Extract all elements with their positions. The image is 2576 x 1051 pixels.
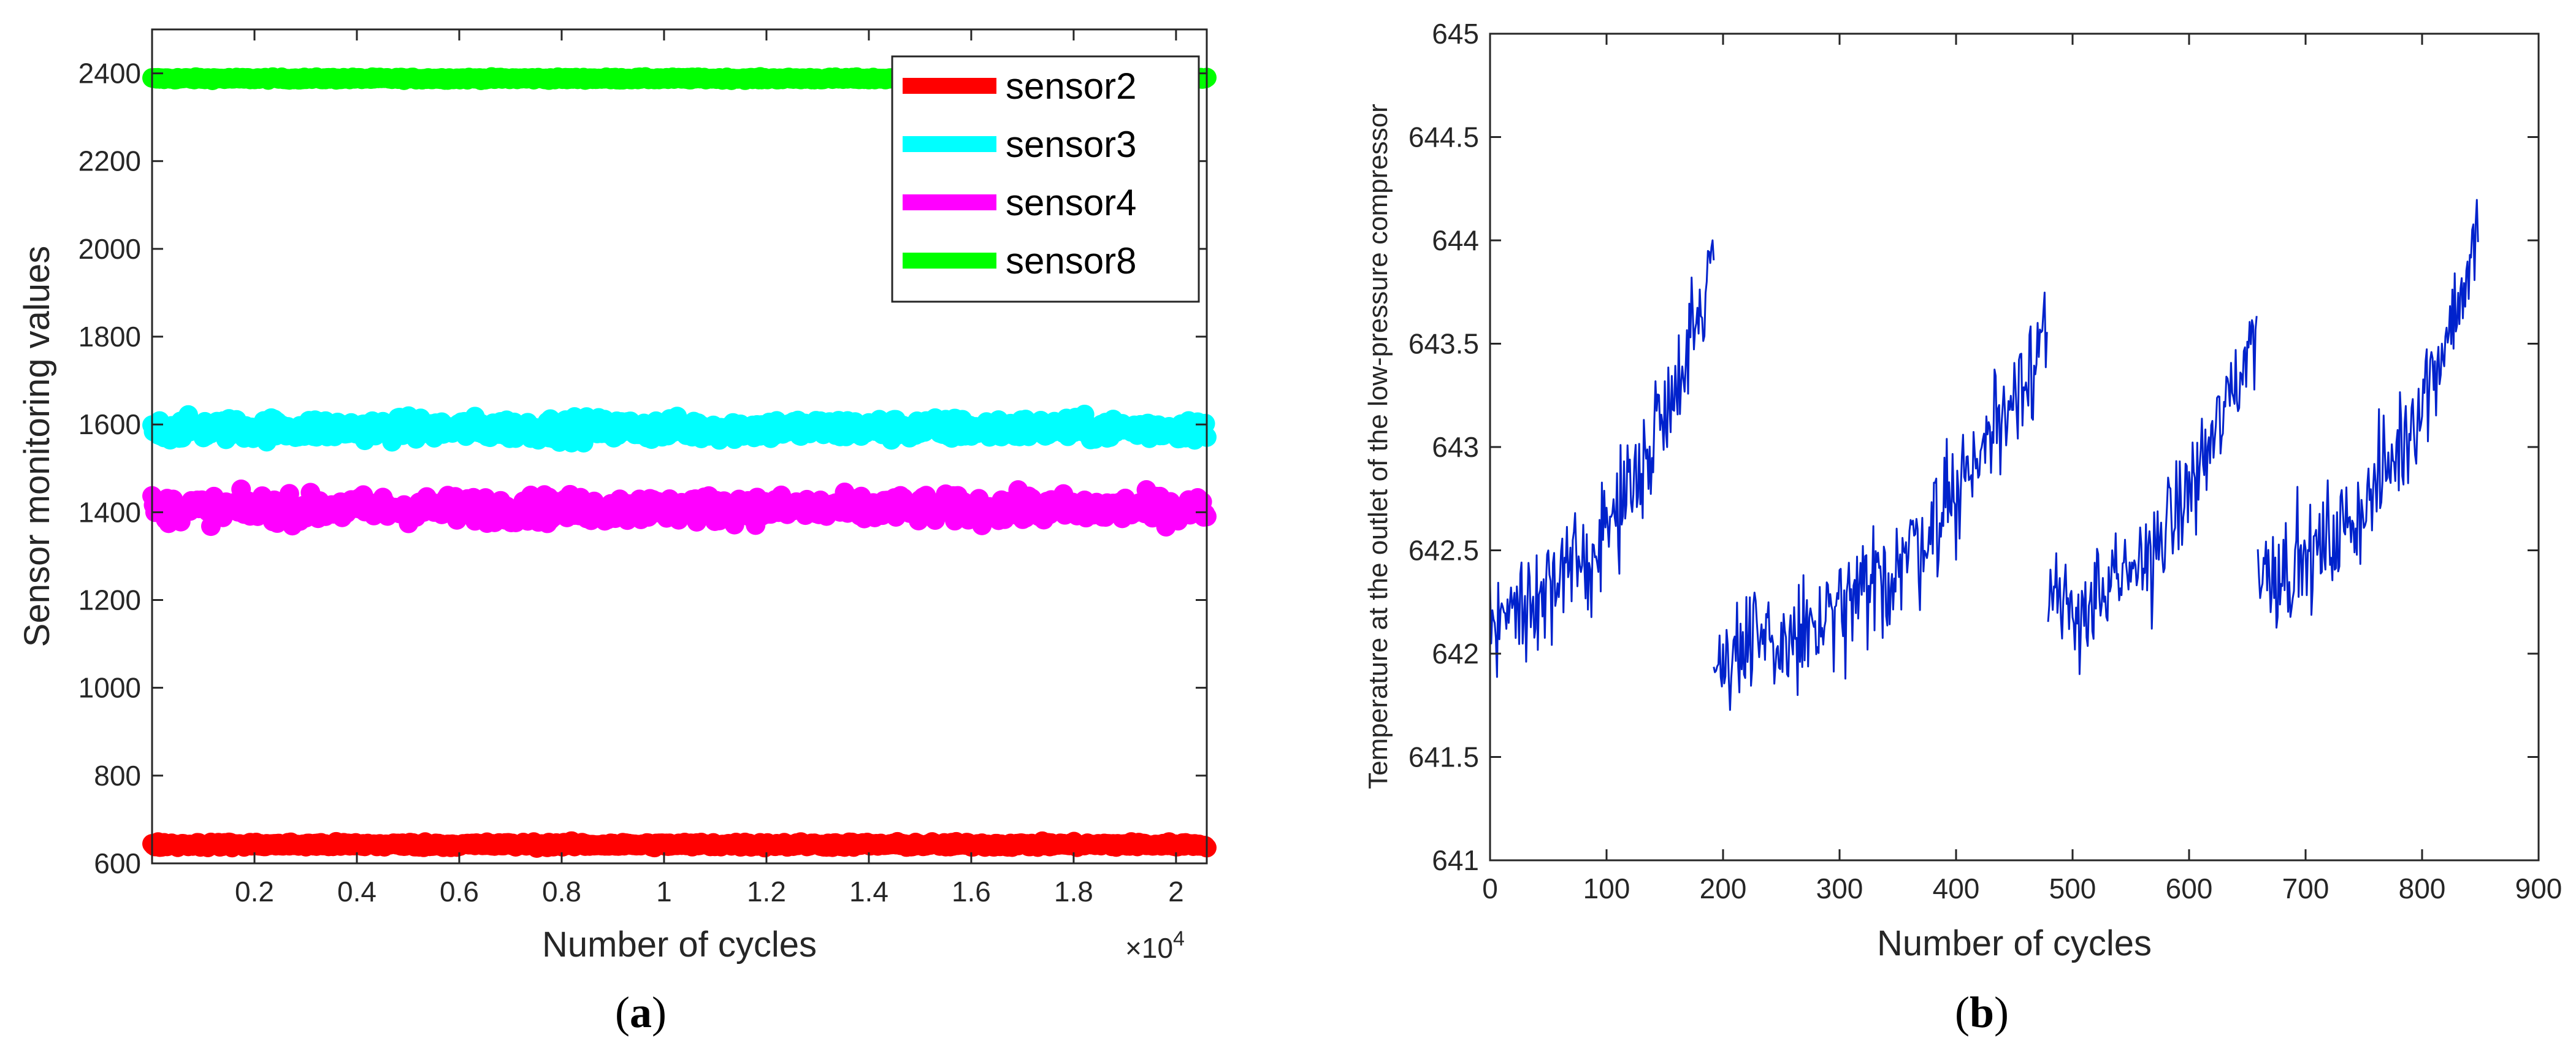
panel-b-engine-series-2 bbox=[1713, 291, 2048, 711]
panel-a-x-tick-label: 0.6 bbox=[440, 876, 479, 908]
panel-b-engine-series-4 bbox=[2257, 199, 2479, 629]
panel-b-y-tick-label: 645 bbox=[1432, 18, 1479, 50]
panel-a-data bbox=[142, 67, 1217, 858]
panel-b-engine-series-1 bbox=[1489, 239, 1715, 678]
panel-b: 0 100 200 300 400 500 600 700 800 900 641 641.5 642 6… bbox=[1363, 18, 2562, 1037]
panel-a-x-tick-label: 2 bbox=[1168, 876, 1184, 908]
panel-b-x-tick-label: 600 bbox=[2166, 873, 2213, 904]
panel-a-caption: (a) bbox=[615, 988, 667, 1037]
panel-b-y-tick-label: 642.5 bbox=[1408, 535, 1479, 567]
panel-a-y-tick-label: 2000 bbox=[78, 233, 141, 265]
panel-a-series-sensor2 bbox=[142, 831, 1217, 858]
panel-a-axes-box bbox=[151, 28, 1208, 865]
panel-b-x-tick-label: 500 bbox=[2049, 873, 2096, 904]
panel-a-x-tick-label: 1.4 bbox=[849, 876, 889, 908]
panel-a-x-tick-label: 1.2 bbox=[747, 876, 786, 908]
panel-a-x-tick-label: 0.2 bbox=[235, 876, 274, 908]
panel-b-caption: (b) bbox=[1955, 988, 2009, 1037]
panel-a-y-tick-label: 2400 bbox=[78, 58, 141, 90]
panel-a-x-exponent: ×104 bbox=[1125, 927, 1185, 964]
panel-a-x-tick-label: 1.8 bbox=[1054, 876, 1093, 908]
panel-b-y-tick-label: 643 bbox=[1432, 431, 1479, 463]
panel-a-y-tick-label: 600 bbox=[94, 847, 141, 879]
panel-a-x-axis-label: Number of cycles bbox=[542, 925, 817, 965]
panel-b-x-tick-label: 0 bbox=[1482, 873, 1498, 904]
panel-b-axes-box bbox=[1489, 32, 2540, 862]
panel-a: 0.2 0.4 0.6 0.8 1 1.2 1.4 1.6 1.8 2 600 800 1000 1200… bbox=[0, 0, 1257, 1051]
panel-b-x-tick-label: 100 bbox=[1583, 873, 1630, 904]
panel-a-y-tick-label: 1600 bbox=[78, 408, 141, 440]
panel-b-x-tick-label: 700 bbox=[2282, 873, 2329, 904]
legend-label-sensor4: sensor4 bbox=[1006, 182, 1136, 223]
legend-label-sensor3: sensor3 bbox=[1006, 124, 1136, 165]
legend-label-sensor8: sensor8 bbox=[1006, 240, 1136, 281]
panel-b-y-tick-label: 644 bbox=[1432, 224, 1479, 256]
panel-b-y-tick-label: 641 bbox=[1432, 844, 1479, 876]
panel-b-engine-series-3 bbox=[2047, 316, 2258, 675]
panel-a-x-tick-label: 1 bbox=[656, 876, 672, 908]
panel-a-y-tick-label: 2200 bbox=[78, 145, 141, 177]
panel-b-x-tick-label: 200 bbox=[1700, 873, 1747, 904]
panel-a-y-tick-label: 1400 bbox=[78, 496, 141, 528]
panel-b-y-tick-label: 644.5 bbox=[1408, 121, 1479, 153]
panel-b-data bbox=[1489, 199, 2479, 711]
panel-b-y-tick-label: 643.5 bbox=[1408, 328, 1479, 360]
panel-b-y-axis-label: Temperature at the outlet of the low-pre… bbox=[1363, 104, 1393, 789]
panel-a-y-tick-label: 1800 bbox=[78, 321, 141, 353]
panel-a-x-tick-label: 1.6 bbox=[952, 876, 991, 908]
panel-a-series-sensor3 bbox=[142, 404, 1217, 453]
panel-a-y-tick-label: 1000 bbox=[78, 672, 141, 704]
panel-a-y-axis-label: Sensor monitoring values bbox=[17, 246, 57, 647]
panel-a-y-tick-label: 1200 bbox=[78, 584, 141, 616]
panel-b-x-tick-label: 800 bbox=[2399, 873, 2446, 904]
panel-b-x-tick-label: 300 bbox=[1816, 873, 1863, 904]
panel-a-y-tick-label: 800 bbox=[94, 760, 141, 792]
legend-label-sensor2: sensor2 bbox=[1006, 66, 1136, 107]
panel-b-x-axis-label: Number of cycles bbox=[1877, 923, 2152, 963]
panel-a-x-tick-label: 0.8 bbox=[542, 876, 581, 908]
panel-a-x-tick-label: 0.4 bbox=[337, 876, 376, 908]
panel-b-x-tick-label: 400 bbox=[1933, 873, 1980, 904]
panel-b-x-tick-label: 900 bbox=[2515, 873, 2563, 904]
panel-a-legend: sensor2 sensor3 sensor4 sensor8 bbox=[891, 55, 1200, 303]
panel-a-series-sensor4 bbox=[142, 479, 1217, 537]
panel-b-y-tick-label: 642 bbox=[1432, 638, 1479, 670]
panel-b-y-tick-label: 641.5 bbox=[1408, 741, 1479, 773]
